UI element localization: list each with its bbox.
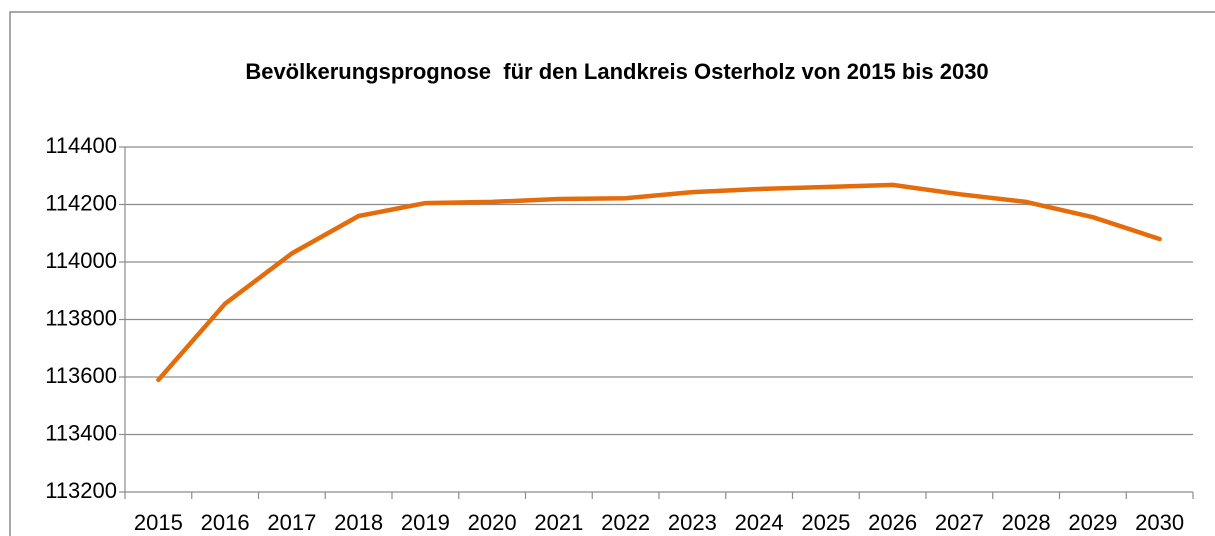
x-tick-label: 2028 <box>1002 510 1051 535</box>
x-tick-label: 2020 <box>468 510 517 535</box>
y-tick-label: 114400 <box>45 133 117 158</box>
x-tick-label: 2015 <box>134 510 183 535</box>
x-tick-label: 2024 <box>735 510 784 535</box>
y-tick-label: 114000 <box>45 248 117 273</box>
x-tick-label: 2029 <box>1068 510 1117 535</box>
x-tick-label: 2016 <box>201 510 250 535</box>
x-tick-label: 2030 <box>1135 510 1184 535</box>
y-tick-label: 113400 <box>45 420 117 445</box>
x-tick-label: 2021 <box>534 510 583 535</box>
x-tick-label: 2019 <box>401 510 450 535</box>
x-tick-label: 2026 <box>868 510 917 535</box>
x-tick-label: 2025 <box>801 510 850 535</box>
x-tick-label: 2023 <box>668 510 717 535</box>
x-tick-label: 2027 <box>935 510 984 535</box>
data-line <box>156 182 1162 383</box>
y-tick-label: 113200 <box>45 478 117 503</box>
y-tick-label: 113600 <box>45 363 117 388</box>
x-tick-label: 2018 <box>334 510 383 535</box>
x-tick-label: 2022 <box>601 510 650 535</box>
chart-border <box>9 11 1215 536</box>
y-tick-label: 114200 <box>45 190 117 215</box>
y-tick-label: 113800 <box>45 305 117 330</box>
x-tick-label: 2017 <box>267 510 316 535</box>
chart-title: Bevölkerungsprognose für den Landkreis O… <box>245 59 988 84</box>
